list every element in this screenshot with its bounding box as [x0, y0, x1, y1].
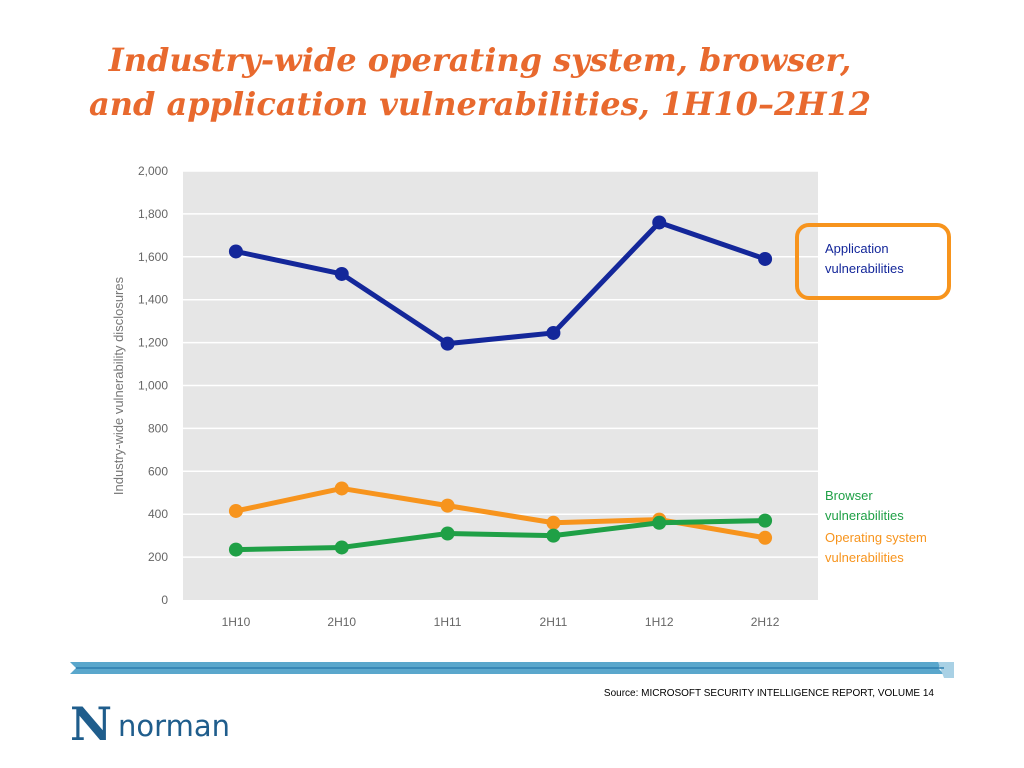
legend-highlight-box [795, 223, 951, 300]
series-line-application [233, 219, 768, 347]
norman-logo: N norman [70, 697, 230, 751]
y-tick-label: 0 [161, 593, 168, 607]
data-point-browser [652, 515, 667, 530]
y-tick-label: 2,000 [138, 164, 168, 178]
data-point-os [440, 498, 455, 513]
y-tick-label: 1,800 [138, 207, 168, 221]
slide-title: Industry-wide operating system, browser,… [0, 38, 960, 126]
data-point-browser [334, 540, 349, 555]
data-point-browser [440, 526, 455, 541]
footer-band-end [938, 662, 954, 678]
x-tick-label: 1H12 [645, 615, 674, 629]
data-point-os [228, 503, 243, 518]
slide-title-line-2: and application vulnerabilities, 1H10–2H… [89, 85, 871, 123]
data-point-browser [546, 528, 561, 543]
data-point-os [334, 481, 349, 496]
y-tick-label: 1,200 [138, 336, 168, 350]
y-tick-label: 800 [148, 421, 168, 435]
y-axis-label: Industry-wide vulnerability disclosures [111, 276, 126, 495]
legend-label-browser: vulnerabilities [825, 508, 904, 523]
x-tick-label: 2H12 [751, 615, 780, 629]
x-tick-label: 2H10 [327, 615, 356, 629]
x-tick-label: 2H11 [540, 615, 568, 629]
legend-label-application: Application [825, 241, 889, 256]
series-line-browser [233, 518, 768, 553]
data-point-application [440, 336, 455, 351]
x-tick-label: 1H10 [222, 615, 251, 629]
data-point-application [546, 325, 561, 340]
y-tick-label: 400 [148, 507, 168, 521]
x-tick-label: 1H11 [434, 615, 462, 629]
data-point-os [546, 515, 561, 530]
y-tick-label: 1,000 [138, 379, 168, 393]
data-point-application [652, 215, 667, 230]
legend-label-os: Operating system [825, 530, 927, 545]
y-tick-label: 200 [148, 550, 168, 564]
data-point-application [758, 251, 773, 266]
legend-label-browser: Browser [825, 488, 873, 503]
y-tick-label: 1,400 [138, 293, 168, 307]
data-point-browser [228, 542, 243, 557]
y-tick-label: 1,600 [138, 250, 168, 264]
y-tick-label: 600 [148, 464, 168, 478]
source-citation: Source: MICROSOFT SECURITY INTELLIGENCE … [603, 688, 934, 699]
legend-label-application: vulnerabilities [825, 261, 904, 276]
data-point-browser [758, 513, 773, 528]
legend-label-os: vulnerabilities [825, 550, 904, 565]
norman-logo-mark: N [70, 697, 113, 751]
slide-title-line-1: Industry-wide operating system, browser, [108, 41, 852, 79]
data-point-application [228, 244, 243, 259]
data-point-os [758, 530, 773, 545]
norman-logo-text: norman [118, 709, 230, 743]
data-point-application [334, 266, 349, 281]
